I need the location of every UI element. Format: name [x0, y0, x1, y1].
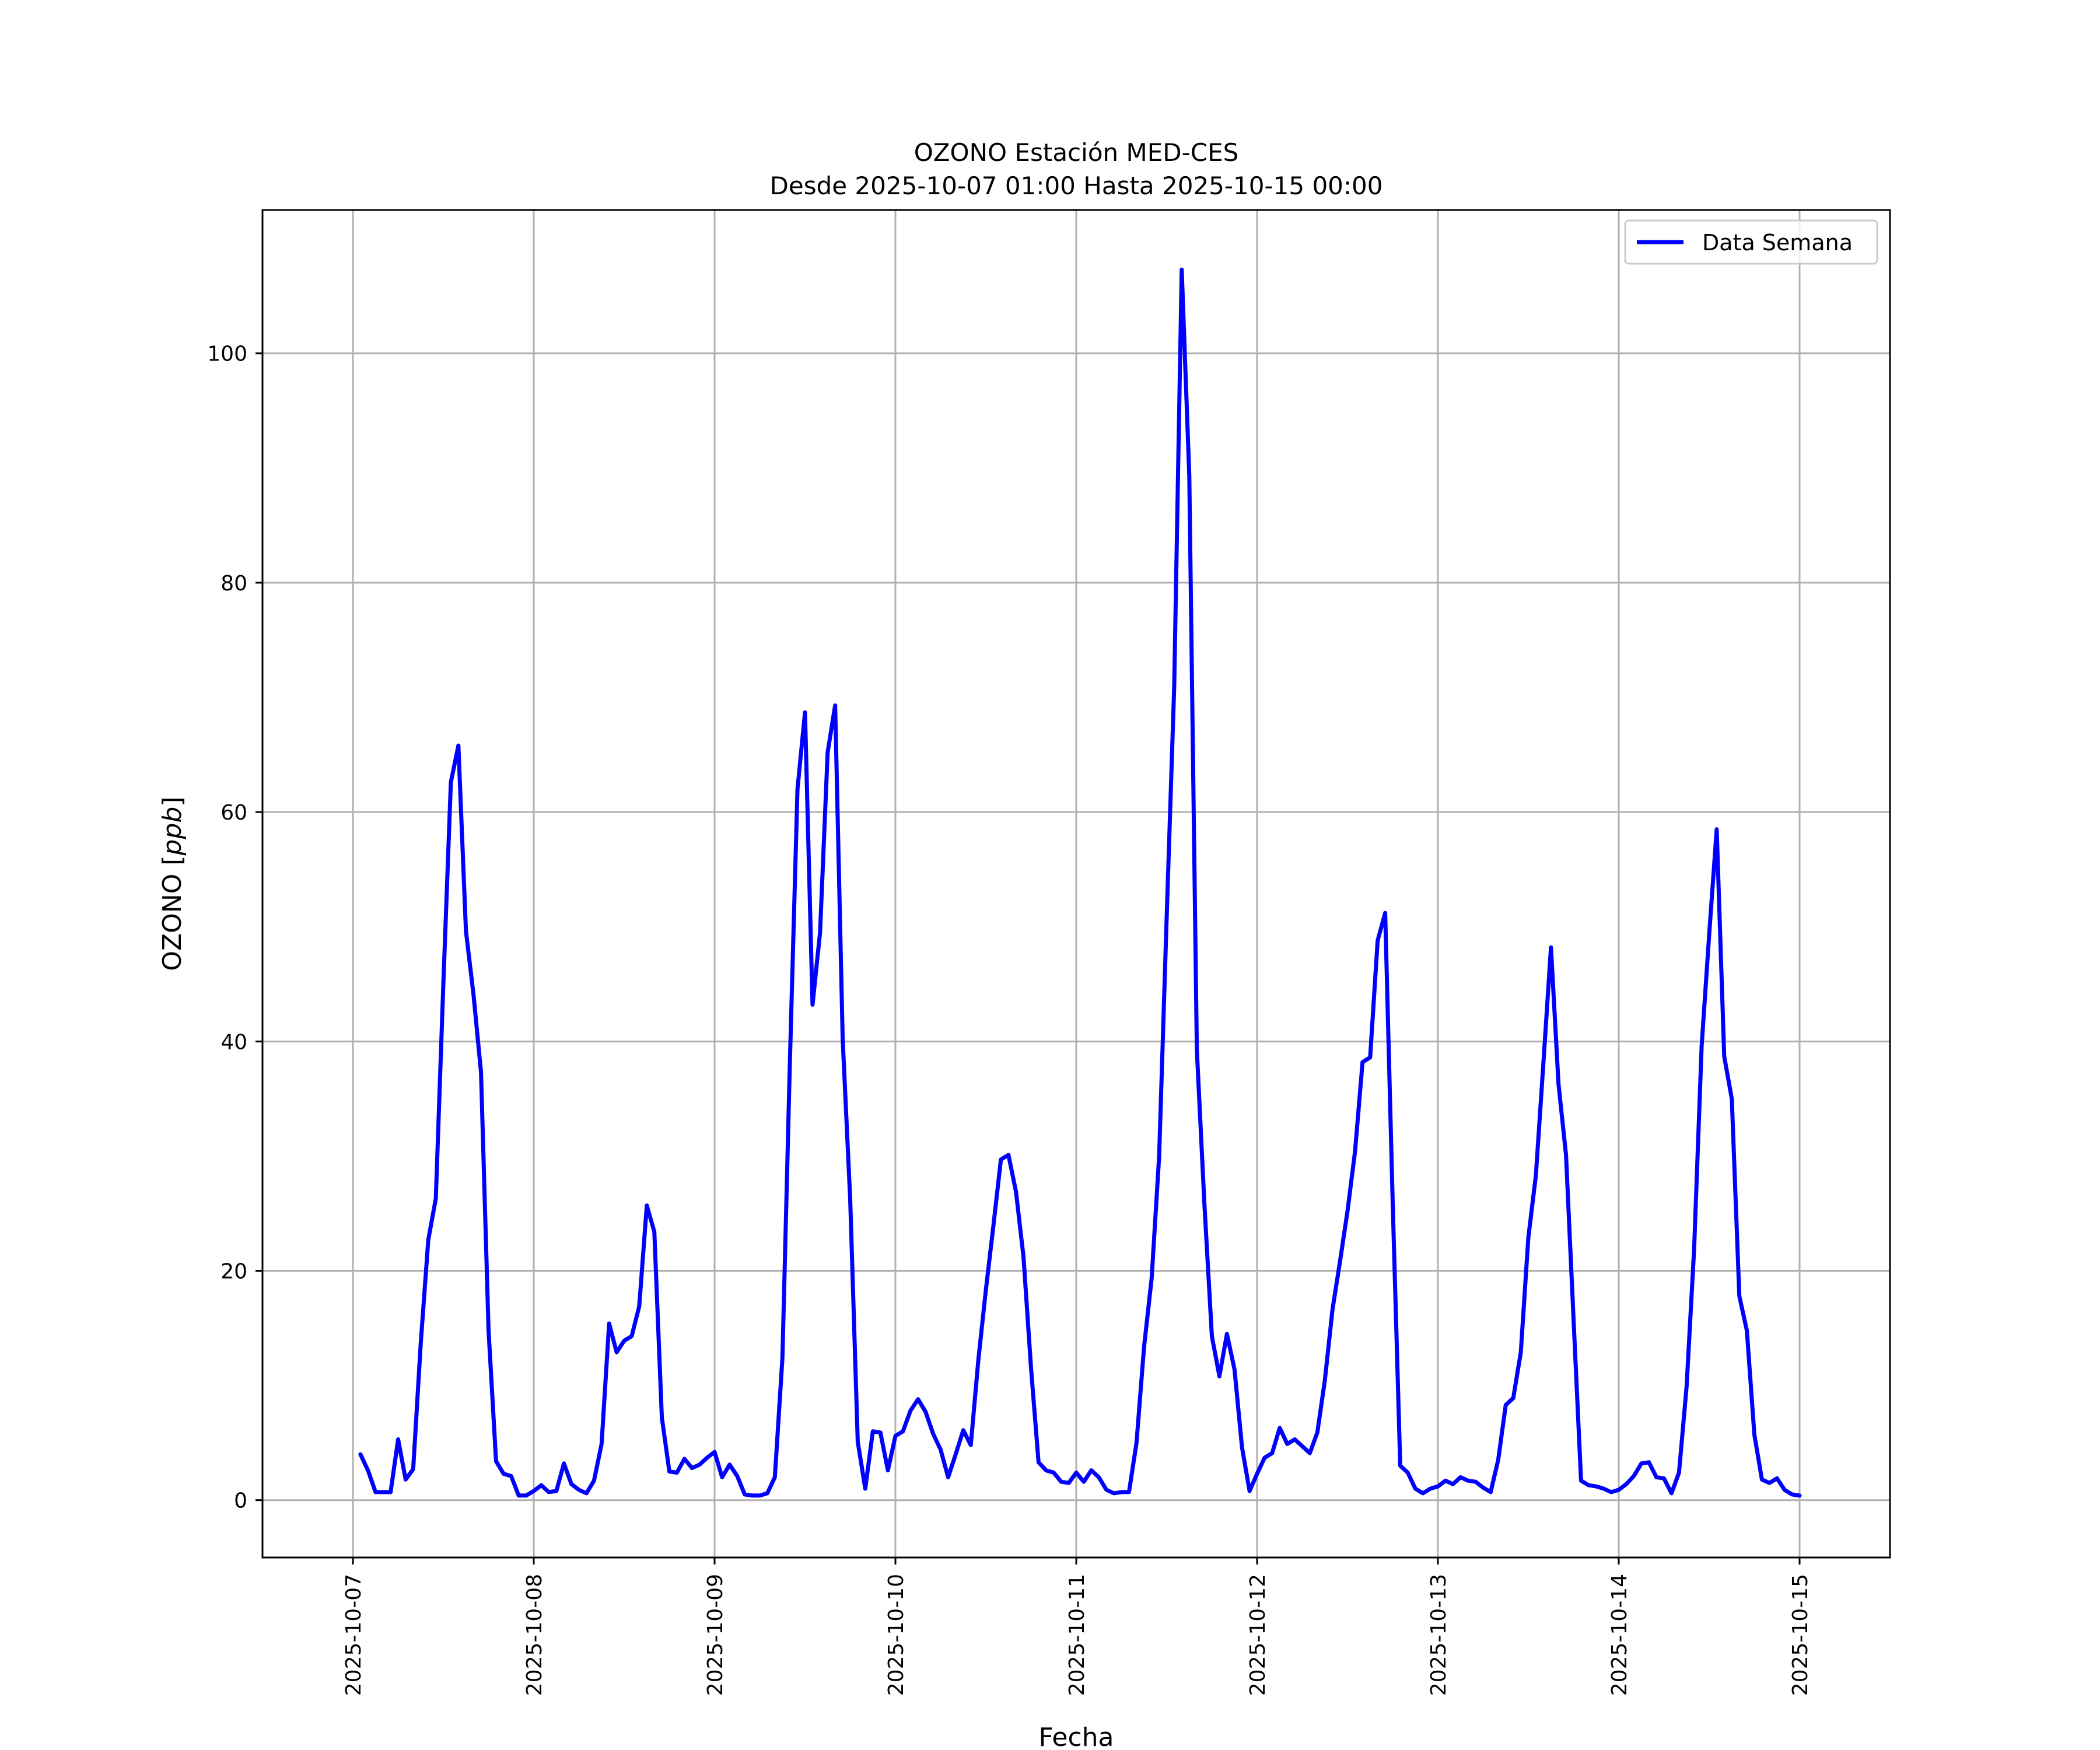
y-axis-title-prefix: OZONO [: [158, 855, 187, 971]
x-tick-label-7: 2025-10-14: [1608, 1574, 1632, 1696]
y-axis-title-suffix: ]: [158, 796, 187, 806]
y-axis-ticks: 0 20 40 60 80 100: [207, 342, 262, 1513]
x-tick-label-0: 2025-10-07: [342, 1574, 366, 1696]
chart-subtitle: Desde 2025-10-07 01:00 Hasta 2025-10-15 …: [770, 172, 1383, 200]
y-tick-label-2: 40: [220, 1030, 247, 1054]
x-tick-label-4: 2025-10-11: [1065, 1574, 1089, 1696]
chart-title: OZONO Estación MED-CES: [914, 138, 1239, 167]
y-tick-label-5: 100: [207, 342, 247, 366]
x-tick-label-6: 2025-10-13: [1427, 1574, 1451, 1696]
y-axis-title: OZONO [ppb]: [158, 796, 187, 971]
x-tick-label-5: 2025-10-12: [1246, 1574, 1270, 1696]
x-axis-title: Fecha: [1038, 1723, 1114, 1750]
x-tick-label-2: 2025-10-09: [704, 1574, 727, 1696]
y-axis-title-unit: ppb: [158, 807, 187, 856]
legend-box: [1624, 219, 1878, 265]
y-tick-label-3: 60: [220, 801, 247, 825]
y-tick-label-1: 20: [220, 1260, 247, 1284]
y-tick-label-4: 80: [220, 572, 247, 596]
series-line-data-semana: [358, 267, 1802, 1498]
y-tick-label-0: 0: [234, 1489, 247, 1513]
grid-lines: [262, 210, 1890, 1558]
series-layer: [358, 267, 1802, 1498]
x-axis-ticks: 2025-10-07 2025-10-08 2025-10-09 2025-10-10…: [342, 1558, 1812, 1696]
x-tick-label-1: 2025-10-08: [523, 1574, 547, 1696]
legend-label-data-semana: Data Semana: [1702, 230, 1853, 256]
legend: Data Semana: [1624, 219, 1878, 265]
x-tick-label-3: 2025-10-10: [884, 1574, 908, 1696]
x-tick-label-8: 2025-10-15: [1788, 1574, 1812, 1696]
